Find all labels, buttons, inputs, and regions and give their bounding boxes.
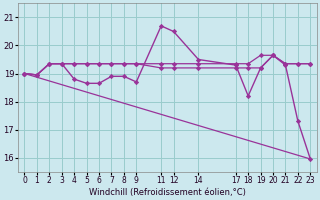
- X-axis label: Windchill (Refroidissement éolien,°C): Windchill (Refroidissement éolien,°C): [89, 188, 246, 197]
